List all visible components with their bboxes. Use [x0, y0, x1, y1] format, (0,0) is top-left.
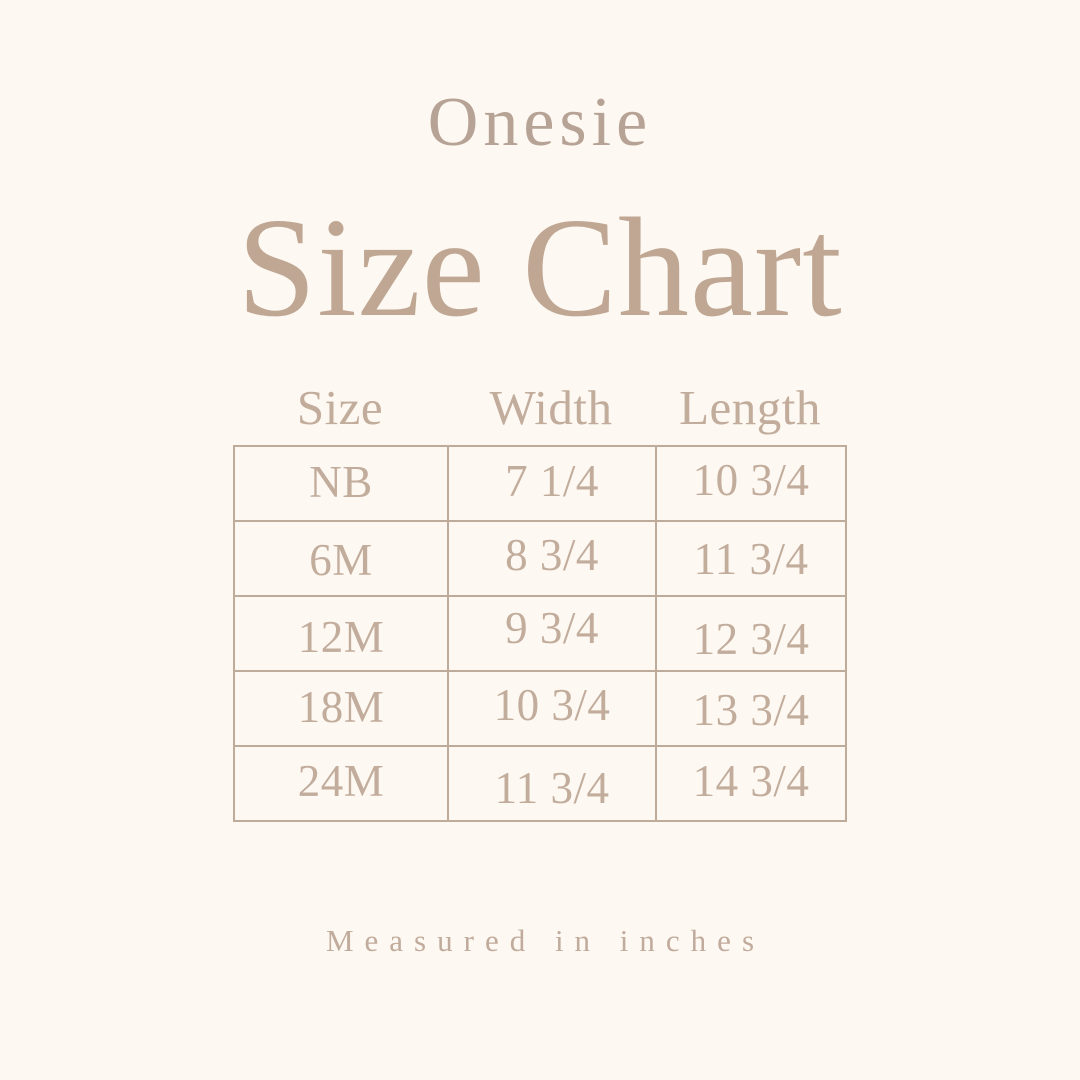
page-title: Size Chart [237, 188, 843, 346]
cell-width-text: 11 3/4 [494, 763, 610, 813]
cell-width-text: 9 3/4 [505, 603, 599, 653]
size-chart-body: NB 7 1/4 10 3/4 6M 8 3/4 11 3/4 12M 9 3/… [233, 445, 847, 822]
cell-size: 12M [233, 595, 449, 672]
cell-width: 7 1/4 [447, 445, 657, 522]
table-row: 24M 11 3/4 14 3/4 [233, 745, 847, 822]
cell-length-text: 14 3/4 [692, 756, 810, 806]
cell-size-text: 24M [297, 756, 385, 806]
product-name-subtitle: Onesie [427, 84, 653, 161]
size-chart-table: NB 7 1/4 10 3/4 6M 8 3/4 11 3/4 12M 9 3/… [233, 445, 847, 822]
cell-size: 6M [233, 520, 449, 597]
cell-length: 11 3/4 [655, 520, 847, 597]
cell-length: 14 3/4 [655, 745, 847, 822]
cell-length: 12 3/4 [655, 595, 847, 672]
cell-size: 18M [233, 670, 449, 747]
table-row: 18M 10 3/4 13 3/4 [233, 670, 847, 747]
cell-length: 13 3/4 [655, 670, 847, 747]
cell-width: 11 3/4 [447, 745, 657, 822]
cell-width: 9 3/4 [447, 595, 657, 672]
cell-width: 8 3/4 [447, 520, 657, 597]
cell-width-text: 7 1/4 [505, 456, 599, 506]
table-row: 6M 8 3/4 11 3/4 [233, 520, 847, 597]
table-row: 12M 9 3/4 12 3/4 [233, 595, 847, 672]
measurement-unit-note: Measured in inches [325, 923, 766, 958]
column-header-size: Size [296, 380, 384, 435]
cell-length-text: 13 3/4 [692, 685, 810, 735]
cell-width: 10 3/4 [447, 670, 657, 747]
table-row: NB 7 1/4 10 3/4 [233, 445, 847, 522]
column-header-width: Width [489, 380, 613, 435]
cell-size-text: 18M [297, 682, 385, 732]
column-header-length: Length [679, 380, 821, 435]
cell-length: 10 3/4 [655, 445, 847, 522]
cell-length-text: 12 3/4 [692, 614, 810, 664]
table-column-headers: Size Width Length [233, 383, 845, 439]
cell-size: 24M [233, 745, 449, 822]
cell-size-text: 12M [297, 612, 385, 662]
cell-size: NB [233, 445, 449, 522]
cell-width-text: 8 3/4 [505, 530, 599, 580]
cell-size-text: 6M [309, 535, 373, 585]
cell-length-text: 10 3/4 [692, 455, 810, 505]
cell-width-text: 10 3/4 [493, 680, 611, 730]
cell-length-text: 11 3/4 [693, 534, 809, 584]
cell-size-text: NB [309, 457, 373, 507]
